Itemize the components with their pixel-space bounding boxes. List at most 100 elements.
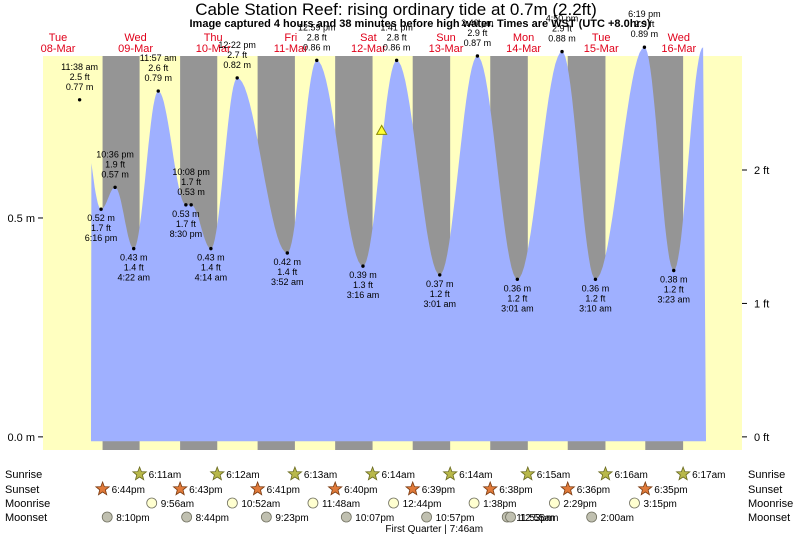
moonset-circle-icon <box>340 511 352 523</box>
chart-title: Cable Station Reef: rising ordinary tide… <box>195 0 597 19</box>
sunset-star-icon <box>482 480 498 496</box>
tide-extreme-label: 0.37 m <box>426 279 454 289</box>
day-name-label: Thu <box>204 32 223 44</box>
row-time-label: 6:38pm <box>499 485 532 496</box>
sunset-star-icon <box>249 480 266 496</box>
sunset-star-icon <box>404 480 421 496</box>
row-time-label: 6:16am <box>614 470 647 481</box>
tide-extreme-label: 2.9 ft <box>634 19 655 29</box>
tide-extreme-label: 2.9 ft <box>467 28 488 38</box>
row-time-label: 10:52am <box>241 499 280 510</box>
row-time-label: 6:35pm <box>654 485 687 496</box>
tide-extreme-label: 0.87 m <box>464 38 492 48</box>
right-tick-label: 1 ft <box>754 298 769 310</box>
sunrise-star-icon <box>520 465 536 481</box>
tide-extreme-label: 4:14 am <box>195 273 228 283</box>
tide-extreme-label: 1.2 ft <box>430 289 451 299</box>
day-date-label: 09-Mar <box>118 43 153 55</box>
tide-extreme-label: 1.9 ft <box>105 159 126 169</box>
row-time-label: 8:44pm <box>196 513 229 524</box>
row-time-label: 12:44pm <box>403 499 442 510</box>
row-label-right: Sunset <box>748 484 782 496</box>
row-time-label: 8:10pm <box>116 513 149 524</box>
row-time-label: 6:36pm <box>577 485 610 496</box>
moon-phase-label: First Quarter | 7:46am <box>385 524 483 535</box>
tide-extreme-label: 8:30 pm <box>170 229 203 239</box>
day-date-label: 15-Mar <box>584 43 619 55</box>
tide-extreme-point <box>77 98 82 102</box>
moonset-circle-icon <box>421 511 433 523</box>
row-time-label: 6:44pm <box>112 485 145 496</box>
row-time-label: 2:00am <box>601 513 634 524</box>
tide-extreme-point <box>315 58 319 63</box>
tide-extreme-label: 1.2 ft <box>507 293 528 303</box>
row-time-label: 3:15pm <box>644 499 677 510</box>
tide-extreme-label: 0.77 m <box>66 82 94 92</box>
sunset-star-icon <box>327 480 343 496</box>
day-date-label: 11-Mar <box>274 43 308 55</box>
tide-extreme-label: 0.89 m <box>631 29 659 39</box>
row-time-label: 6:14am <box>459 470 492 481</box>
row-time-label: 9:56am <box>161 499 194 510</box>
tide-extreme-point <box>560 49 564 54</box>
tide-extreme-label: 2.8 ft <box>307 32 328 42</box>
tide-extreme-label: 3:23 am <box>657 295 690 305</box>
tide-extreme-label: 0.42 m <box>274 257 302 267</box>
day-name-label: Tue <box>49 32 68 44</box>
day-labels: Tue08-MarWed09-MarThu10-MarFri11-MarSat1… <box>41 32 697 55</box>
tide-extreme-label: 0.36 m <box>504 283 532 293</box>
right-tick-label: 0 ft <box>754 432 769 444</box>
tide-extreme-point <box>593 277 598 281</box>
day-name-label: Mon <box>513 32 534 44</box>
tide-water-area <box>91 47 706 442</box>
row-label-right: Moonset <box>748 512 790 524</box>
day-name-label: Sat <box>360 32 377 44</box>
tide-extreme-label: 0.82 m <box>223 60 251 70</box>
row-time-label: 6:39pm <box>422 485 455 496</box>
row-time-label: 6:43pm <box>189 485 222 496</box>
row-label-right: Sunrise <box>748 469 785 481</box>
row-label-left: Moonrise <box>5 498 50 510</box>
chart-subtitle: Image captured 4 hours and 38 minutes be… <box>189 18 650 30</box>
tide-extreme-label: 1.7 ft <box>91 223 112 233</box>
row-time-label: 12:55am <box>520 513 559 524</box>
current-level-triangle-icon <box>375 124 388 135</box>
day-name-label: Tue <box>592 32 611 44</box>
tide-extreme-point <box>285 251 290 255</box>
tide-extreme-point <box>99 207 103 211</box>
sunset-star-icon <box>94 480 111 496</box>
row-time-label: 6:40pm <box>344 485 377 496</box>
row-time-label: 6:12am <box>226 470 259 481</box>
day-date-label: 12-Mar <box>351 43 386 55</box>
row-time-label: 10:07pm <box>355 513 394 524</box>
tide-extreme-label: 0.43 m <box>120 253 148 263</box>
left-tick-label: 0.5 m <box>7 213 35 225</box>
day-name-label: Sun <box>436 32 456 44</box>
day-name-label: Wed <box>124 32 146 44</box>
tide-extreme-label: 0.43 m <box>197 253 225 263</box>
tide-extreme-point <box>235 76 239 80</box>
tide-extreme-label: 1.2 ft <box>585 293 606 303</box>
tide-extreme-label: 1.4 ft <box>124 263 145 273</box>
tide-extreme-label: 1.7 ft <box>181 177 202 187</box>
tide-extreme-label: 6:19 pm <box>628 9 661 19</box>
row-time-label: 6:14am <box>382 470 415 481</box>
tide-extreme-label: 4:22 am <box>117 273 150 283</box>
sunrise-star-icon <box>287 465 303 481</box>
tide-extreme-label: 2.7 ft <box>227 50 248 60</box>
tide-extreme-point <box>475 54 480 58</box>
row-label-left: Moonset <box>5 512 47 524</box>
tide-extreme-label: 0.88 m <box>548 34 576 44</box>
day-date-label: 10-Mar <box>196 43 231 55</box>
row-time-label: 6:15am <box>537 470 570 481</box>
row-time-label: 1:38pm <box>483 499 516 510</box>
row-label-right: Moonrise <box>748 498 793 510</box>
moonrise-circle-icon <box>388 497 399 509</box>
tide-extreme-label: 0.52 m <box>87 213 115 223</box>
tide-extreme-label: 0.39 m <box>349 270 377 280</box>
tide-extreme-point <box>438 273 442 277</box>
day-name-label: Wed <box>668 32 690 44</box>
row-time-label: 11:48am <box>322 499 360 510</box>
row-time-label: 9:23pm <box>275 513 308 524</box>
moonrise-circle-icon <box>307 497 319 509</box>
